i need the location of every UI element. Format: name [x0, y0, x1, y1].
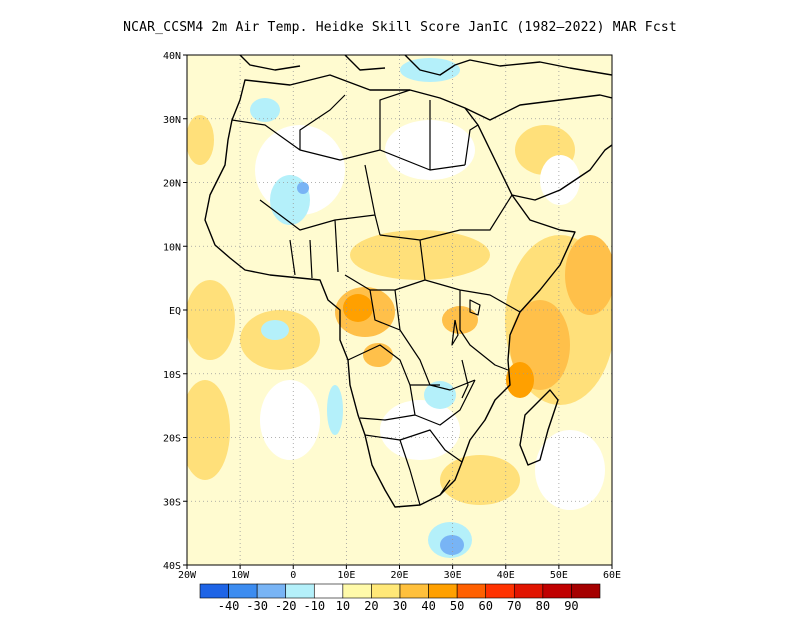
colorbar-swatch: [228, 583, 258, 599]
x-tick-label: 10E: [337, 570, 355, 581]
colorbar-label: 10: [336, 599, 350, 613]
axis-ticks: 20W 10W 0 10E 20E 30E 40E 50E 60E 40N 30N 20N 10N EQ 1…: [163, 51, 621, 581]
colorbar-swatch: [485, 583, 515, 599]
arabian-coast: [464, 94, 612, 201]
madagascar: [519, 389, 559, 466]
colorbar-label: 50: [450, 599, 464, 613]
colorbar-label: 90: [564, 599, 578, 613]
y-tick-label: 30S: [163, 497, 181, 508]
x-tick-label: 20E: [390, 570, 408, 581]
colorbar-swatch: [256, 583, 287, 599]
colorbar-label: -20: [275, 599, 297, 613]
colorbar: -40 -30 -20 -10 10 20 30 40 50 60 70 80 90: [199, 583, 601, 613]
colorbar-label: 30: [393, 599, 407, 613]
lakes: [451, 299, 481, 399]
x-tick-label: 60E: [603, 570, 621, 581]
colorbar-label: 80: [536, 599, 550, 613]
colorbar-label: 20: [364, 599, 378, 613]
map-grid: [187, 55, 612, 565]
colorbar-label: -40: [218, 599, 240, 613]
y-tick-label: 40N: [163, 51, 181, 62]
y-tick-label: 10S: [163, 370, 181, 381]
colorbar-swatch: [456, 583, 487, 599]
colorbar-label: 70: [507, 599, 521, 613]
x-tick-label: 50E: [550, 570, 568, 581]
colorbar-swatch: [513, 583, 544, 599]
colorbar-swatch: [342, 583, 372, 599]
colorbar-swatch: [371, 583, 401, 599]
colorbar-label: -30: [246, 599, 268, 613]
x-tick-label: 10W: [231, 570, 250, 581]
negative-skill-patches: [250, 58, 472, 558]
colorbar-swatch: [428, 583, 458, 599]
y-tick-label: 20S: [163, 434, 181, 445]
colorbar-label: -10: [303, 599, 325, 613]
y-tick-label: 20N: [163, 179, 181, 190]
y-tick-label: 30N: [163, 115, 181, 126]
colorbar-swatch: [571, 583, 601, 599]
coastlines-and-borders: [204, 55, 612, 508]
map-title: NCAR_CCSM4 2m Air Temp. Heidke Skill Sco…: [123, 20, 677, 35]
x-tick-label: 20W: [178, 570, 197, 581]
colorbar-label: 40: [421, 599, 435, 613]
colorbar-swatch: [285, 583, 315, 599]
colorbar-swatch: [313, 583, 344, 599]
positive-skill-patches: [187, 115, 612, 505]
y-tick-label: 40S: [163, 561, 181, 572]
colorbar-swatch: [199, 583, 229, 599]
mediterranean-north: [239, 55, 612, 76]
y-tick-label: 10N: [163, 242, 181, 253]
colorbar-label: 60: [478, 599, 492, 613]
x-tick-label: 30E: [444, 570, 462, 581]
x-tick-label: 0: [290, 570, 296, 581]
x-tick-label: 40E: [497, 570, 515, 581]
colorbar-swatch: [542, 583, 572, 599]
borders: [231, 89, 521, 506]
colorbar-swatch: [399, 583, 429, 599]
y-tick-label: EQ: [169, 306, 181, 317]
